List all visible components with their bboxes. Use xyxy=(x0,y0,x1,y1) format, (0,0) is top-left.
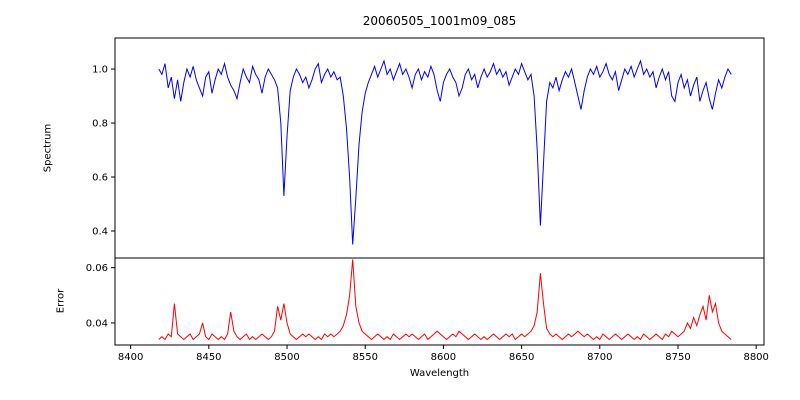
spectrum-axis-label: Spectrum xyxy=(42,123,54,173)
x-tick-label: 8500 xyxy=(274,352,299,363)
spectrum-y-tick-label: 0.8 xyxy=(92,119,108,130)
x-axis-label: Wavelength xyxy=(409,368,470,379)
error-panel-border xyxy=(114,257,765,346)
error-line xyxy=(158,259,732,341)
x-tick-label: 8750 xyxy=(665,352,690,363)
error-y-tick-label: 0.04 xyxy=(86,318,108,329)
chart-title: 20060505_1001m09_085 xyxy=(362,14,517,28)
x-tick-label: 8800 xyxy=(743,352,768,363)
x-tick-label: 8400 xyxy=(118,352,143,363)
spectrum-y-tick-label: 1.0 xyxy=(92,65,108,76)
x-tick-label: 8450 xyxy=(196,352,221,363)
error-axis-label: Error xyxy=(55,288,67,314)
spectrum-y-tick-label: 0.4 xyxy=(92,227,108,238)
spectrum-y-tick-label: 0.6 xyxy=(92,173,108,184)
x-tick-label: 8700 xyxy=(587,352,612,363)
error-y-tick-label: 0.06 xyxy=(86,263,108,274)
spectrum-panel-border xyxy=(114,37,765,259)
x-tick-label: 8600 xyxy=(431,352,456,363)
x-tick-label: 8650 xyxy=(509,352,534,363)
spectrum-line xyxy=(158,59,732,245)
x-tick-label: 8550 xyxy=(352,352,377,363)
